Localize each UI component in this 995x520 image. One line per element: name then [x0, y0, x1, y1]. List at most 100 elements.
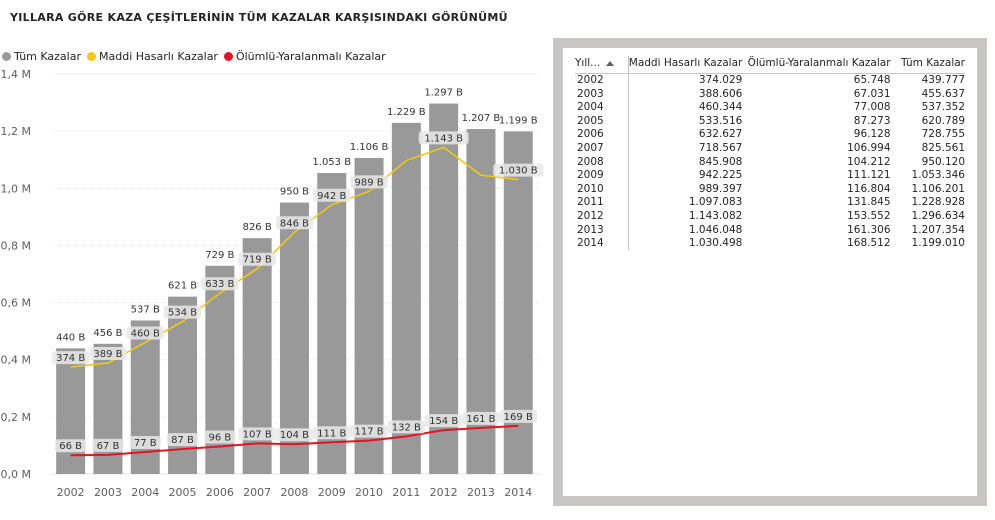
data-label-olumlu-yaralanmali-bg [275, 428, 314, 442]
table-row: 2004 460.344 77.008 537.352 [575, 101, 965, 115]
legend-item-olumlu-yaralanmali[interactable]: Ölümlü-Yaralanmalı Kazalar [223, 50, 386, 63]
table-cell: 161.306 [847, 223, 891, 236]
table-cell: 87.273 [853, 114, 891, 127]
data-table: Yıll... Maddi Hasarlı Kazalar Ölümlü-Yar… [575, 56, 965, 251]
column-header-year[interactable]: Yıll... [575, 56, 629, 74]
data-label-olumlu-yaralanmali-bg [424, 414, 463, 428]
legend-label-maddi-hasarli: Maddi Hasarlı Kazalar [99, 50, 218, 63]
y-tick-label: 1,4 M [1, 68, 31, 81]
table-header-row: Yıll... Maddi Hasarlı Kazalar Ölümlü-Yar… [575, 56, 965, 74]
table-cell: 632.627 [698, 128, 743, 141]
data-label-olumlu-yaralanmali: 104 B [280, 430, 309, 441]
data-label-olumlu-yaralanmali: 77 B [134, 438, 157, 449]
legend-marker-maddi-hasarli [87, 52, 96, 61]
sort-ascending-icon[interactable] [606, 60, 615, 66]
chart-title: YILLARA GÖRE KAZA ÇEŞİTLERİNİN TÜM KAZAL… [10, 11, 508, 24]
table-cell: 111.121 [847, 169, 891, 182]
data-label-olumlu-yaralanmali-bg [238, 427, 276, 441]
table-cell: 2007 [575, 141, 629, 156]
data-label-tum-kazalar: 729 B [205, 250, 234, 261]
table-cell: 1.296.634 [911, 209, 965, 222]
table-cell: 153.552 [847, 209, 891, 222]
y-tick-label: 1,0 M [1, 182, 31, 195]
data-label-maddi-hasarli: 942 B [317, 191, 346, 202]
table-row: 2009 942.225 111.121 1.053.346 [575, 169, 965, 183]
table-row: 2007 718.567 106.994 825.561 [575, 141, 965, 156]
data-label-maddi-hasarli: 989 B [354, 177, 383, 188]
y-tick-label: 0,8 M [1, 239, 31, 252]
y-tick-label: 0,2 M [1, 411, 31, 424]
data-label-maddi-hasarli: 1.143 B [424, 133, 463, 144]
table-cell: 1.097.083 [688, 196, 743, 209]
table-cell: 950.120 [921, 155, 965, 168]
data-label-maddi-hasarli-bg [238, 252, 276, 266]
table-cell: 2006 [575, 128, 629, 142]
table-cell: 2008 [575, 155, 629, 170]
line-maddi-hasarli[interactable] [70, 146, 519, 368]
data-label-tum-kazalar: 440 B [56, 332, 85, 343]
table-cell: 455.637 [921, 87, 965, 100]
combo-chart[interactable]: 0,0 M 0,2 M 0,4 M 0,6 M 0,8 M 1,0 M 1,2 M 1,4 M… [0, 62, 550, 512]
table-row: 2003 388.606 67.031 455.637 [575, 87, 965, 102]
data-label-olumlu-yaralanmali: 169 B [504, 412, 533, 423]
y-tick-label: 0,6 M [1, 297, 31, 310]
bar-tum-kazalar[interactable] [317, 173, 347, 474]
table-row: 2008 845.908 104.212 950.120 [575, 155, 965, 170]
data-label-maddi-hasarli-bg [350, 175, 388, 189]
table-cell: 1.106.201 [911, 182, 965, 195]
table-cell: 2013 [575, 223, 629, 238]
data-label-olumlu-yaralanmali-bg [462, 411, 500, 425]
bar-tum-kazalar[interactable] [429, 103, 459, 474]
y-tick-label: 0,4 M [1, 354, 31, 367]
data-label-tum-kazalar: 826 B [243, 222, 272, 233]
x-tick-label: 2009 [318, 486, 346, 499]
data-label-olumlu-yaralanmali-bg [387, 420, 426, 434]
legend-item-tum-kazalar[interactable]: Tüm Kazalar [2, 50, 81, 63]
bar-tum-kazalar[interactable] [354, 157, 384, 474]
table-cell: 533.516 [698, 114, 743, 127]
column-header-maddi-hasarli[interactable]: Maddi Hasarlı Kazalar [628, 56, 743, 74]
data-label-olumlu-yaralanmali: 161 B [466, 414, 495, 425]
table-cell: 1.228.928 [911, 196, 965, 209]
table-cell: 2002 [575, 73, 629, 88]
table-cell: 1.199.010 [911, 237, 965, 250]
data-label-maddi-hasarli: 460 B [131, 328, 160, 339]
data-label-maddi-hasarli-bg [313, 188, 351, 202]
table-cell: 104.212 [847, 155, 891, 168]
table-row: 2011 1.097.083 131.845 1.228.928 [575, 196, 965, 210]
table-cell: 67.031 [853, 87, 891, 100]
data-label-maddi-hasarli-bg [418, 131, 469, 145]
table-cell: 374.029 [698, 74, 743, 86]
column-header-tum-kazalar[interactable]: Tüm Kazalar [890, 56, 965, 74]
table-row: 2012 1.143.082 153.552 1.296.634 [575, 209, 965, 224]
data-label-maddi-hasarli-bg [275, 216, 314, 230]
column-header-olumlu-yaralanmali[interactable]: Ölümlü-Yaralanmalı Kazalar [742, 56, 891, 74]
data-table-container: Yıll... Maddi Hasarlı Kazalar Ölümlü-Yar… [563, 48, 977, 496]
table-cell: 989.397 [698, 182, 743, 195]
line-olumlu-yaralanmali[interactable] [70, 424, 519, 457]
data-label-maddi-hasarli-bg [201, 277, 239, 291]
data-table-panel: Yıll... Maddi Hasarlı Kazalar Ölümlü-Yar… [553, 38, 987, 506]
data-label-maddi-hasarli: 1.030 B [499, 166, 538, 177]
bar-tum-kazalar[interactable] [93, 343, 123, 474]
table-cell: 1.053.346 [911, 169, 965, 182]
table-row: 2006 632.627 96.128 728.755 [575, 128, 965, 142]
legend-item-maddi-hasarli[interactable]: Maddi Hasarlı Kazalar [87, 50, 218, 63]
table-cell: 65.748 [853, 74, 891, 86]
y-tick-label: 0,0 M [1, 468, 31, 481]
data-label-tum-kazalar: 1.229 B [387, 107, 426, 118]
data-label-maddi-hasarli: 534 B [168, 308, 197, 319]
bar-tum-kazalar[interactable] [391, 122, 421, 474]
table-cell: 2010 [575, 182, 629, 197]
table-cell: 1.143.082 [688, 209, 743, 222]
table-cell: 845.908 [698, 155, 743, 168]
table-cell: 168.512 [847, 237, 891, 250]
table-row: 2013 1.046.048 161.306 1.207.354 [575, 223, 965, 238]
table-cell: 728.755 [921, 128, 965, 141]
data-label-olumlu-yaralanmali: 117 B [354, 427, 383, 438]
bar-tum-kazalar[interactable] [56, 348, 86, 474]
data-label-olumlu-yaralanmali: 96 B [208, 433, 231, 444]
data-label-tum-kazalar: 537 B [131, 304, 160, 315]
table-cell: 1.207.354 [911, 223, 965, 236]
data-label-maddi-hasarli-bg [51, 351, 90, 365]
